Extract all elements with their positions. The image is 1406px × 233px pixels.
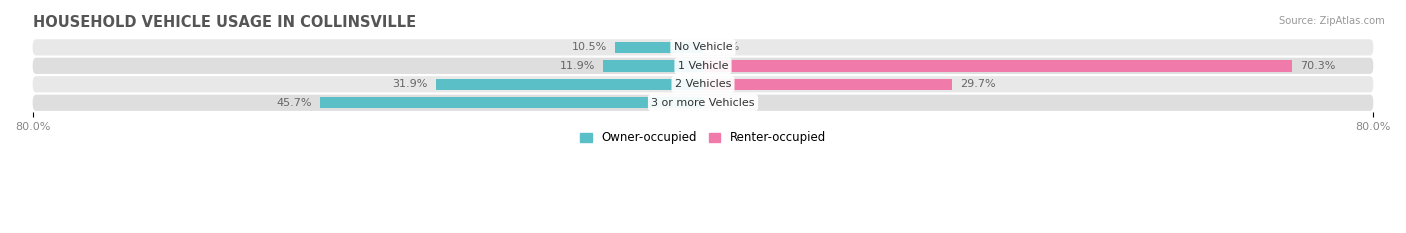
Text: 1 Vehicle: 1 Vehicle	[678, 61, 728, 71]
Text: HOUSEHOLD VEHICLE USAGE IN COLLINSVILLE: HOUSEHOLD VEHICLE USAGE IN COLLINSVILLE	[32, 15, 416, 30]
Text: 70.3%: 70.3%	[1301, 61, 1336, 71]
Text: 0.0%: 0.0%	[711, 98, 740, 108]
Text: 0.0%: 0.0%	[711, 42, 740, 52]
Text: 2 Vehicles: 2 Vehicles	[675, 79, 731, 89]
Legend: Owner-occupied, Renter-occupied: Owner-occupied, Renter-occupied	[579, 131, 827, 144]
Text: No Vehicle: No Vehicle	[673, 42, 733, 52]
Bar	[703, 60, 1292, 72]
Text: 29.7%: 29.7%	[960, 79, 995, 89]
Bar	[436, 79, 703, 90]
Text: 10.5%: 10.5%	[571, 42, 606, 52]
FancyBboxPatch shape	[32, 95, 1374, 111]
Text: 31.9%: 31.9%	[392, 79, 427, 89]
Text: 45.7%: 45.7%	[276, 98, 312, 108]
Text: Source: ZipAtlas.com: Source: ZipAtlas.com	[1279, 16, 1385, 26]
Bar	[703, 79, 952, 90]
Bar	[614, 42, 703, 53]
Text: 11.9%: 11.9%	[560, 61, 595, 71]
FancyBboxPatch shape	[32, 76, 1374, 93]
Bar	[603, 60, 703, 72]
Text: 3 or more Vehicles: 3 or more Vehicles	[651, 98, 755, 108]
FancyBboxPatch shape	[32, 58, 1374, 74]
Bar	[321, 97, 703, 108]
FancyBboxPatch shape	[32, 39, 1374, 55]
